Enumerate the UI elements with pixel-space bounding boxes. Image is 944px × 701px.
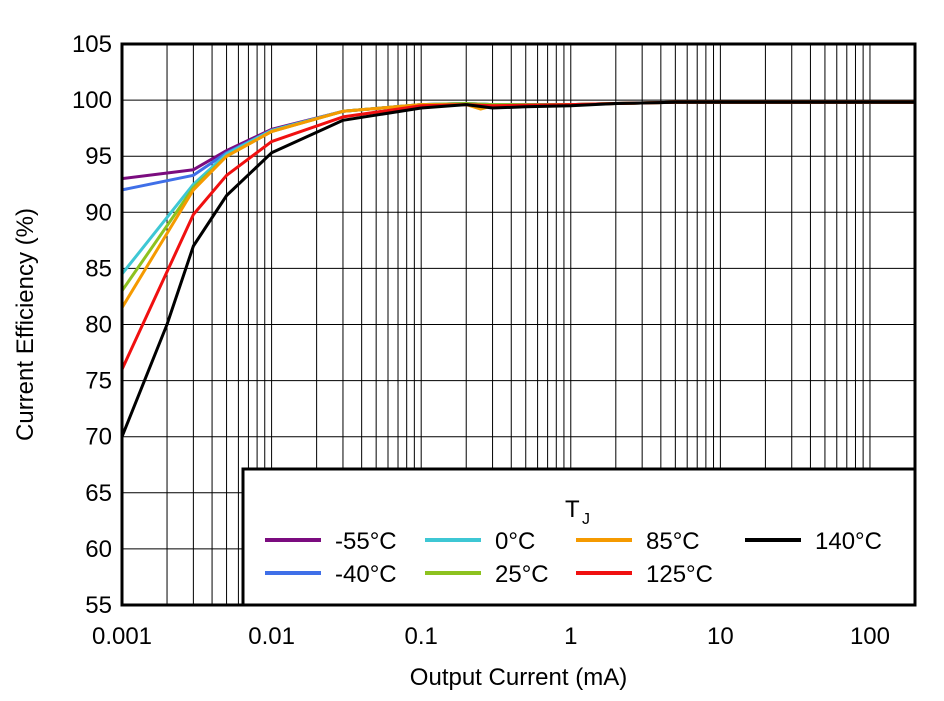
y-tick-label: 65 (85, 480, 112, 507)
plot-frame (120, 42, 917, 607)
series-line-140°C (120, 100, 915, 438)
y-tick-label: 70 (85, 424, 112, 451)
y-tick-label: 60 (85, 536, 112, 563)
x-tick-label: 0.1 (404, 623, 437, 650)
series-line--55°C (121, 100, 915, 181)
y-tick-label: 105 (72, 31, 112, 58)
x-tick-label: 0.01 (248, 623, 295, 650)
series-lines (120, 100, 915, 438)
x-tick-label: 100 (850, 623, 890, 650)
y-tick-labels: 55 60 65 70 75 80 85 90 95 100 105 (72, 31, 112, 619)
y-axis-label: Current Efficiency (%) (12, 208, 39, 441)
series-line-85°C (120, 100, 915, 309)
legend-label-125°C: 125°C (646, 561, 713, 588)
legend-label-140°C: 140°C (815, 528, 882, 555)
y-tick-label: 95 (85, 143, 112, 170)
x-tick-label: 1 (564, 623, 577, 650)
series-line-25°C (120, 100, 915, 292)
legend-label-85°C: 85°C (646, 528, 700, 555)
x-tick-label: 0.001 (92, 623, 152, 650)
x-axis-label: Output Current (mA) (410, 664, 627, 691)
legend-label--40°C: -40°C (335, 561, 397, 588)
legend-title-subscript: J (582, 511, 590, 528)
legend-label--55°C: -55°C (335, 528, 397, 555)
y-tick-label: 100 (72, 87, 112, 114)
x-tick-labels: 0.001 0.01 0.1 1 10 100 (92, 623, 890, 650)
legend-label-25°C: 25°C (495, 561, 549, 588)
y-tick-label: 85 (85, 255, 112, 282)
legend-label-0°C: 0°C (495, 528, 535, 555)
y-tick-label: 90 (85, 199, 112, 226)
y-tick-label: 55 (85, 592, 112, 619)
x-tick-label: 10 (707, 623, 734, 650)
y-tick-label: 80 (85, 312, 112, 339)
y-tick-label: 75 (85, 368, 112, 395)
series-line-0°C (120, 100, 915, 275)
legend: T J -55°C -40°C 0°C 25°C 85°C 125°C 140°C (241, 467, 917, 607)
legend-title: T (565, 496, 580, 523)
